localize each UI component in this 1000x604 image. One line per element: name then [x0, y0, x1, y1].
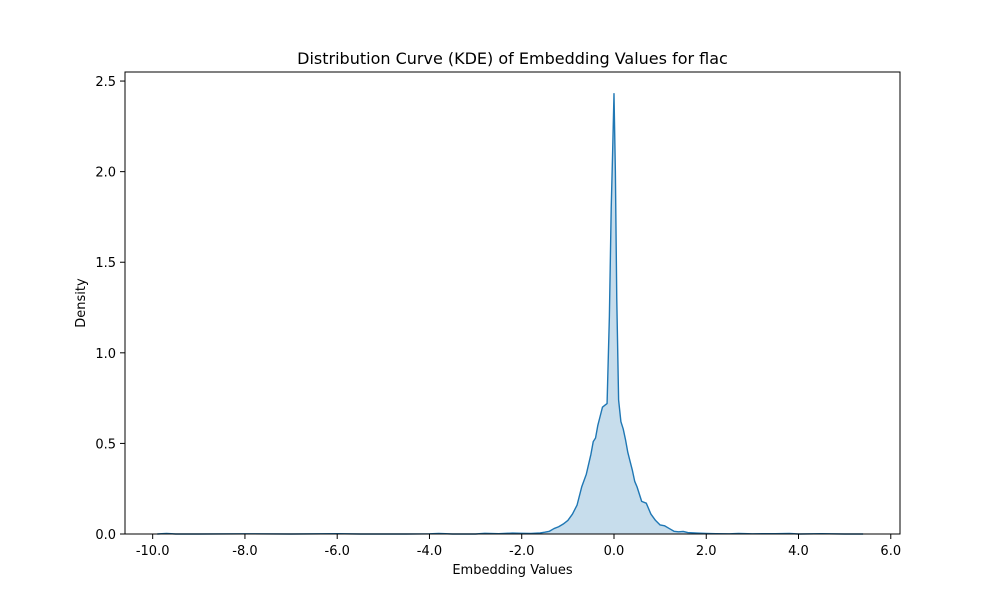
plot-area — [157, 93, 864, 535]
y-tick-label: 1.5 — [95, 256, 116, 271]
x-tick-label: -6.0 — [325, 544, 350, 559]
axes-frame — [124, 71, 901, 535]
y-axis-ticks: 0.0 0.5 1.0 1.5 2.0 2.5 — [95, 75, 125, 543]
x-tick-label: 4.0 — [788, 544, 809, 559]
y-tick-label: 0.0 — [95, 528, 116, 543]
y-tick-label: 0.5 — [95, 437, 116, 452]
y-tick-label: 2.5 — [95, 75, 116, 90]
x-axis-ticks: -10.0 -8.0 -6.0 -4.0 -2.0 0.0 2.0 4.0 6.0 — [136, 534, 901, 559]
kde-area-fill — [157, 93, 864, 535]
y-tick-label: 1.0 — [95, 347, 116, 362]
kde-line — [157, 93, 864, 535]
y-axis-label: Density — [74, 278, 89, 328]
x-tick-label: -10.0 — [136, 544, 170, 559]
x-tick-label: 2.0 — [696, 544, 717, 559]
x-tick-label: 6.0 — [880, 544, 901, 559]
chart-title: Distribution Curve (KDE) of Embedding Va… — [297, 49, 728, 68]
x-tick-label: -2.0 — [509, 544, 534, 559]
x-tick-label: -4.0 — [417, 544, 442, 559]
x-tick-label: -8.0 — [232, 544, 257, 559]
y-tick-label: 2.0 — [95, 166, 116, 181]
x-tick-label: 0.0 — [604, 544, 625, 559]
x-axis-label: Embedding Values — [452, 563, 573, 578]
